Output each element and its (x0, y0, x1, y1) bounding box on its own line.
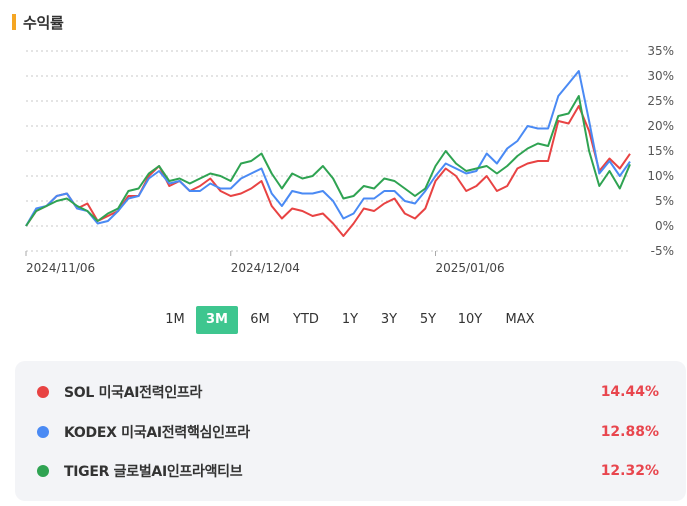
period-button-10y[interactable]: 10Y (457, 312, 483, 327)
legend-item: TIGER 글로벌AI인프라액티브 12.32% (15, 459, 686, 483)
legend-return-value: 12.32% (600, 463, 659, 479)
legend-panel: SOL 미국AI전력인프라 14.44% KODEX 미국AI전력핵심인프라 12.8… (15, 361, 686, 501)
period-button-6m[interactable]: 6M (250, 312, 270, 327)
y-tick-label: 10% (647, 169, 674, 183)
legend-item: KODEX 미국AI전력핵심인프라 12.88% (15, 420, 686, 444)
period-button-3m[interactable]: 3M (196, 306, 238, 334)
legend-fund-name: TIGER 글로벌AI인프라액티브 (64, 464, 243, 480)
legend-color-dot (37, 426, 49, 438)
x-tick-label: 2024/12/04 (231, 261, 300, 275)
period-button-5y[interactable]: 5Y (419, 312, 437, 327)
series-line-2 (25, 70, 631, 227)
chart-gridlines (26, 50, 630, 252)
x-tick-label: 2025/01/06 (435, 261, 504, 275)
period-button-3y[interactable]: 3Y (380, 312, 398, 327)
legend-fund-name: KODEX 미국AI전력핵심인프라 (64, 425, 250, 441)
y-tick-label: 15% (647, 144, 674, 158)
x-axis-ticks: 2024/11/06 2024/12/04 2025/01/06 (25, 251, 505, 275)
y-axis-ticks: 35% 30% 25% 20% 15% 10% 5% 0% -5% (647, 44, 674, 258)
returns-line-chart: 35%30%25%20%15%10%5%0%-5% 2024/11/06 2024… (25, 44, 674, 275)
series-line-1 (25, 105, 631, 237)
period-button-max[interactable]: MAX (505, 312, 535, 327)
period-selector: 1M 3M 6M YTD 1Y 3Y 5Y 10Y MAX (0, 306, 687, 334)
legend-color-dot (37, 386, 49, 398)
legend-fund-name: SOL 미국AI전력인프라 (64, 385, 203, 401)
section-title: 수익률 (23, 13, 64, 32)
y-tick-label: 0% (655, 219, 674, 233)
y-tick-label: 20% (647, 119, 674, 133)
legend-return-value: 12.88% (600, 424, 659, 440)
y-tick-label: 5% (655, 194, 674, 208)
period-button-1m[interactable]: 1M (165, 312, 185, 327)
chart-series (25, 70, 631, 237)
period-button-ytd[interactable]: YTD (293, 312, 319, 327)
series-line-3 (25, 95, 631, 227)
legend-return-value: 14.44% (600, 384, 659, 400)
y-tick-label: 25% (647, 94, 674, 108)
x-tick-label: 2024/11/06 (26, 261, 95, 275)
section-header: 수익률 (12, 12, 64, 32)
legend-item: SOL 미국AI전력인프라 14.44% (15, 380, 686, 404)
y-tick-label: 30% (647, 69, 674, 83)
period-button-1y[interactable]: 1Y (341, 312, 359, 327)
header-accent-bar (12, 14, 16, 30)
legend-color-dot (37, 465, 49, 477)
y-tick-label: -5% (651, 244, 674, 258)
y-tick-label: 35% (647, 44, 674, 58)
